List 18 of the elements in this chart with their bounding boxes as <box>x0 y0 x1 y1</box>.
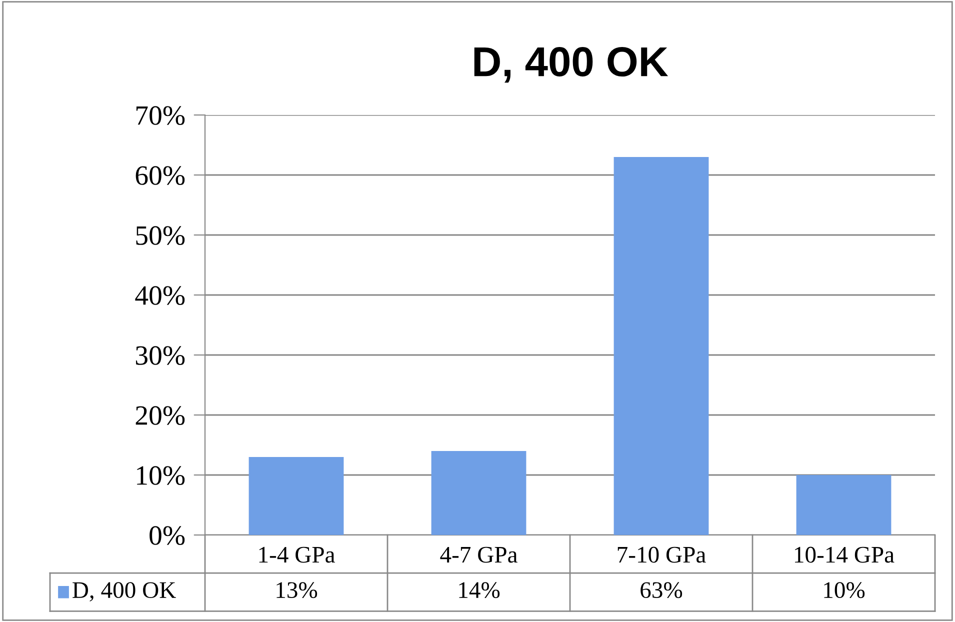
y-tick-label: 70% <box>136 106 185 125</box>
y-tick-label: 60% <box>136 166 185 185</box>
y-tick-label: 30% <box>136 346 185 365</box>
legend-label: D, 400 OK <box>72 582 176 602</box>
x-tick-label: 7-10 GPa <box>618 546 706 563</box>
data-label: 10% <box>824 582 865 598</box>
data-label: 13% <box>276 582 318 598</box>
y-tick-label: 10% <box>137 466 185 485</box>
y-tick-label: 40% <box>135 286 185 305</box>
x-tick-label: 1-4 GPa <box>259 546 335 563</box>
y-tick-label: 0% <box>150 526 185 545</box>
y-tick-label: 20% <box>136 406 185 425</box>
x-tick-label: 10-14 GPa <box>795 546 894 563</box>
data-label: 63% <box>640 582 682 598</box>
x-tick-label: 4-7 GPa <box>440 546 518 563</box>
y-tick-label: 50% <box>136 226 185 245</box>
data-label: 14% <box>459 582 500 598</box>
chart-title: D, 400 OK <box>474 47 668 83</box>
